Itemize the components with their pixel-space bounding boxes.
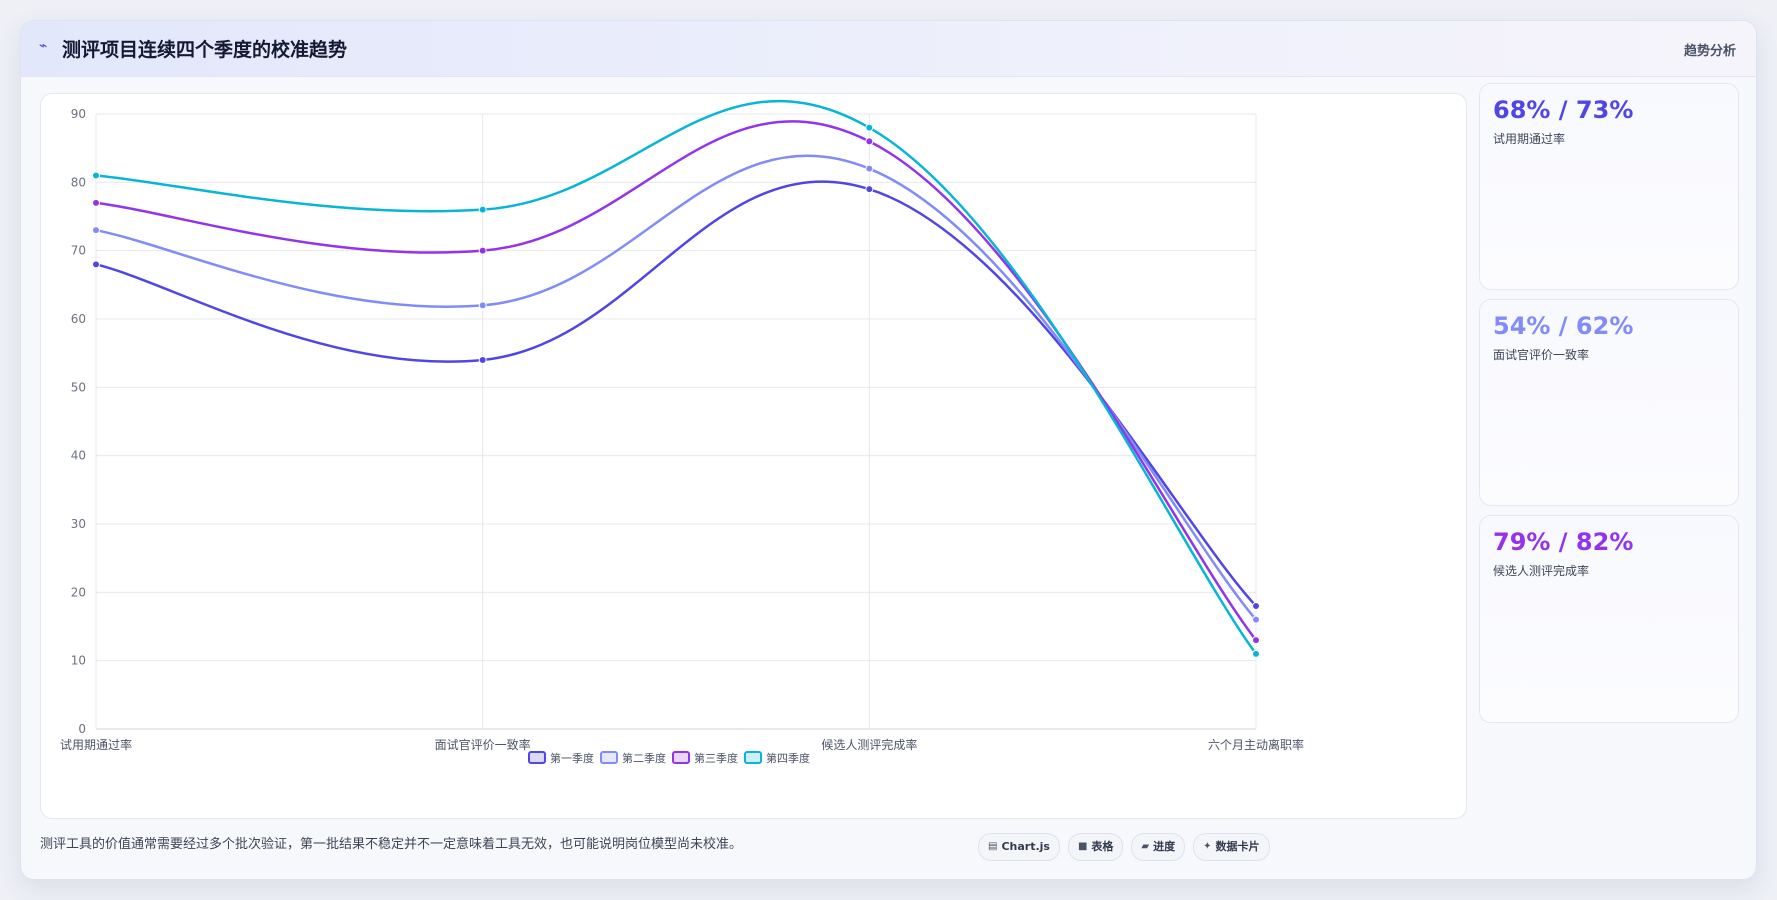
stat-value: 54% / 62% (1493, 312, 1634, 340)
legend-swatch (744, 751, 762, 764)
series-line (95, 99, 1258, 655)
data-point (478, 356, 487, 364)
data-point (865, 164, 874, 173)
data-point (1252, 615, 1260, 624)
chip-label: 数据卡片 (1215, 840, 1260, 853)
y-tick-label: 50 (71, 380, 86, 394)
y-tick-label: 70 (71, 244, 86, 258)
chart-panel: 0 10 20 30 40 50 60 70 80 90 试用期通过率 面试官评价一致率 候选人测评完成… (40, 93, 1467, 819)
data-point (478, 205, 487, 214)
legend-swatch (600, 751, 618, 764)
legend-label: 第三季度 (694, 751, 738, 765)
chip-progress[interactable]: ▰ 进度 (1131, 833, 1186, 861)
chip-table[interactable]: ■ 表格 (1067, 833, 1124, 861)
data-point (1252, 602, 1260, 610)
legend-swatch (528, 751, 546, 764)
stat-card-1: 68% / 73% 试用期通过率 (1479, 83, 1739, 290)
trend-icon: ⌁ (39, 38, 48, 54)
data-point (92, 226, 100, 235)
y-tick-label: 40 (71, 449, 86, 463)
chip-label: 进度 (1153, 840, 1176, 853)
chart-icon: ▤ (988, 841, 998, 852)
data-point (92, 198, 100, 207)
table-icon: ■ (1077, 841, 1088, 852)
y-tick-label: 90 (71, 107, 86, 121)
chip-label: 表格 (1091, 840, 1114, 853)
y-tick-label: 60 (71, 312, 86, 326)
data-point (92, 171, 100, 180)
series-line (95, 120, 1257, 641)
main-card: ⌁ 测评项目连续四个季度的校准趋势 趋势分析 0 10 20 30 40 50 60 70 80… (20, 20, 1757, 880)
y-tick-label: 20 (71, 585, 86, 599)
data-point (1252, 649, 1260, 658)
data-point (478, 301, 487, 310)
x-tick-label: 试用期通过率 (60, 737, 132, 752)
stat-card-3: 79% / 82% 候选人测评完成率 (1479, 515, 1739, 723)
footnote: 测评工具的价值通常需要经过多个批次验证，第一批结果不稳定并不一定意味着工具无效，… (40, 837, 743, 852)
data-point (865, 137, 874, 146)
data-point (865, 185, 874, 194)
stat-label: 试用期通过率 (1493, 132, 1566, 146)
card-header: ⌁ 测评项目连续四个季度的校准趋势 趋势分析 (21, 21, 1756, 77)
stat-value: 79% / 82% (1493, 528, 1634, 556)
y-tick-label: 30 (71, 517, 86, 531)
data-point (478, 246, 487, 255)
legend-label: 第一季度 (550, 751, 594, 765)
trend-analysis-label[interactable]: 趋势分析 (1683, 44, 1736, 59)
chip-chartjs[interactable]: ▤ Chart.js (978, 833, 1060, 861)
chip-data-card[interactable]: ✦ 数据卡片 (1193, 833, 1270, 861)
stat-label: 面试官评价一致率 (1493, 348, 1590, 362)
line-chart: 0 10 20 30 40 50 60 70 80 90 试用期通过率 面试官评价一致率 候选人测评完成… (60, 99, 1304, 765)
legend-label: 第二季度 (622, 751, 666, 765)
data-point (92, 260, 100, 269)
card-icon: ✦ (1203, 841, 1212, 852)
series-line (95, 180, 1257, 607)
stat-label: 候选人测评完成率 (1493, 564, 1590, 578)
y-tick-label: 0 (78, 722, 86, 736)
progress-icon: ▰ (1141, 841, 1150, 852)
x-tick-label: 候选人测评完成率 (821, 737, 917, 752)
chip-row: ▤ Chart.js ■ 表格 ▰ 进度 ✦ 数据卡片 (978, 833, 1270, 861)
chip-label: Chart.js (1001, 840, 1050, 853)
page-title: 测评项目连续四个季度的校准趋势 (62, 39, 348, 61)
legend-label: 第四季度 (766, 751, 810, 765)
data-point (865, 123, 874, 132)
stat-card-2: 54% / 62% 面试官评价一致率 (1479, 299, 1739, 506)
x-tick-label: 六个月主动离职率 (1208, 737, 1304, 752)
y-tick-label: 80 (71, 175, 86, 189)
legend-swatch (672, 751, 690, 764)
stat-value: 68% / 73% (1493, 96, 1634, 124)
y-tick-label: 10 (71, 654, 86, 668)
data-point (1252, 636, 1260, 645)
x-tick-label: 面试官评价一致率 (435, 737, 531, 752)
